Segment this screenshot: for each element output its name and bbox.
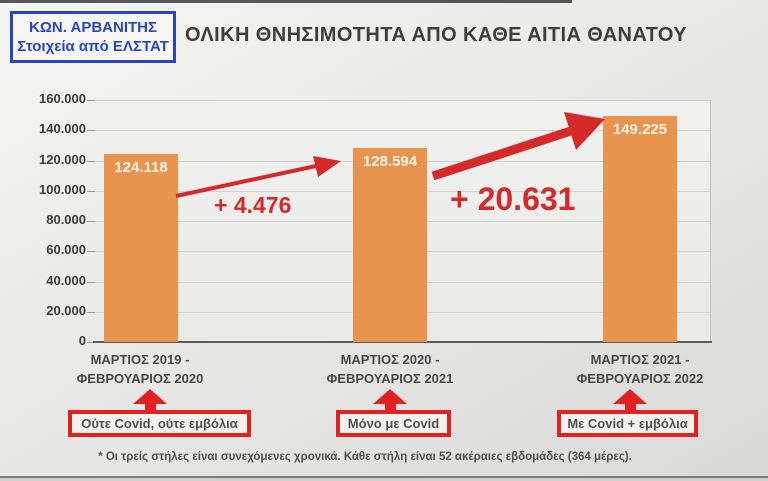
y-axis-tick [87,160,95,162]
increase-arrow-icon-1 [175,156,341,198]
x-label-line2: ΦΕΒΡΟΥΑΡΙΟΣ 2021 [326,371,454,386]
y-axis-label: 140.000 [39,121,86,137]
gridline [95,130,710,132]
delta-label-1: + 4.476 [214,192,292,218]
y-axis-label: 80.000 [46,212,86,227]
bar-2021-2022: 149.225 [603,116,677,342]
top-edge-line [0,0,572,3]
x-label-2021-2022: ΜΑΡΤΙΟΣ 2021 - ΦΕΒΡΟΥΑΡΙΟΣ 2022 [520,350,760,388]
y-axis-label: 40.000 [46,272,86,288]
tag-only-covid: Μόνο με Covid [336,410,451,437]
up-arrow-icon-3 [613,389,647,404]
y-axis-label: 0 [78,333,86,348]
tag-label: Με Covid + εμβόλια [567,416,688,431]
x-label-line2: ΦΕΒΡΟΥΑΡΙΟΣ 2020 [76,371,204,386]
y-axis-label: 120.000 [39,151,86,167]
tag-covid-plus-vaccines: Με Covid + εμβόλια [557,410,698,437]
increase-arrow-icon-2 [431,112,605,181]
x-label-line1: ΜΑΡΤΙΟΣ 2019 - [90,352,190,367]
bottom-edge-line [0,476,768,478]
gridline [95,100,710,101]
delta-label-2: + 20.631 [450,181,576,217]
x-label-line1: ΜΑΡΤΙΟΣ 2020 - [340,352,440,367]
x-label-line2: ΦΕΒΡΟΥΑΡΙΟΣ 2022 [576,371,704,386]
y-axis-label: 60.000 [46,242,86,258]
y-axis-tick [87,100,95,101]
chart-title: ΟΛΙΚΗ ΘΝΗΣΙΜΟΤΗΤΑ ΑΠΟ ΚΑΘΕ ΑΙΤΙΑ ΘΑΝΑΤΟΥ [185,24,687,46]
x-label-line1: ΜΑΡΤΙΟΣ 2021 - [590,352,690,367]
up-arrow-stem-2 [385,403,396,413]
y-axis-tick [87,281,95,283]
bottom-edge-strip [0,478,768,481]
bar-2020-2021: 128.594 [353,148,427,342]
source-badge-subtitle: Στοιχεία από ΕΛΣΤΑΤ [17,38,169,55]
y-axis-label: 100.000 [39,181,86,197]
y-axis-tick [87,221,95,222]
y-axis-label: 160.000 [39,91,86,106]
y-axis-tick [87,130,95,132]
tag-label: Μόνο με Covid [347,416,440,431]
up-arrow-icon-1 [133,389,167,404]
footnote: * Οι τρείς στήλες είναι συνεχόμενες χρον… [98,451,632,463]
up-arrow-stem-1 [145,403,156,413]
tag-no-covid-no-vaccines: Ούτε Covid, ούτε εμβόλια [68,410,251,437]
up-arrow-stem-3 [625,403,636,413]
x-label-2019-2020: ΜΑΡΤΙΟΣ 2019 - ΦΕΒΡΟΥΑΡΙΟΣ 2020 [20,350,260,388]
source-badge-name: ΚΩΝ. ΑΡΒΑΝΙΤΗΣ [29,19,157,36]
bar-value-label: 124.118 [114,159,168,176]
up-arrow-icon-2 [373,389,407,404]
bar-2019-2020: 124.118 [104,154,178,342]
bar-value-label: 149.225 [612,121,668,138]
y-axis-tick [87,190,95,192]
source-badge: ΚΩΝ. ΑΡΒΑΝΙΤΗΣ Στοιχεία από ΕΛΣΤΑΤ [10,11,176,63]
y-axis-tick [87,311,95,313]
y-axis-tick [87,251,95,253]
x-axis-line [93,341,712,343]
bar-value-label: 128.594 [362,153,418,170]
x-label-2020-2021: ΜΑΡΤΙΟΣ 2020 - ΦΕΒΡΟΥΑΡΙΟΣ 2021 [270,350,510,388]
tag-label: Ούτε Covid, ούτε εμβόλια [81,416,238,431]
y-axis-label: 20.000 [46,302,86,318]
